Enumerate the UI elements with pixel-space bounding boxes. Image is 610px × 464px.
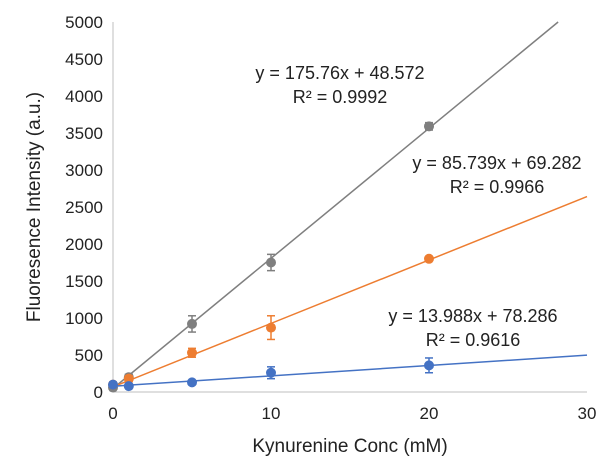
y-tick-label: 2500 <box>65 198 103 217</box>
y-tick-label: 1000 <box>65 309 103 328</box>
r2-orange: R² = 0.9966 <box>450 177 545 197</box>
trendline <box>112 354 588 387</box>
trend-equation-blue: y = 13.988x + 78.286 R² = 0.9616 <box>388 306 557 350</box>
y-tick-label: 4000 <box>65 87 103 106</box>
x-tick-labels: 0 10 20 30 <box>108 404 596 423</box>
data-point <box>266 367 276 378</box>
y-tick-label: 0 <box>94 383 103 402</box>
data-point <box>424 121 434 132</box>
data-point <box>108 379 118 390</box>
data-point <box>266 322 276 333</box>
equation-orange: y = 85.739x + 69.282 <box>412 153 581 173</box>
data-point <box>424 360 434 371</box>
x-tick-label: 0 <box>108 404 117 423</box>
plot-area: 0 500 1000 1500 2000 2500 3000 3500 4000 4500 5000… <box>65 13 596 423</box>
trend-equation-gray: y = 175.76x + 48.572 R² = 0.9992 <box>255 63 424 107</box>
series-layer <box>108 21 588 393</box>
equation-blue: y = 13.988x + 78.286 <box>388 306 557 326</box>
trendline <box>112 195 588 388</box>
x-tick-label: 30 <box>578 404 597 423</box>
y-tick-label: 3500 <box>65 124 103 143</box>
x-axis-title: Kynurenine Conc (mM) <box>252 436 447 457</box>
data-point <box>187 347 197 358</box>
equation-gray: y = 175.76x + 48.572 <box>255 63 424 83</box>
data-point <box>123 381 134 392</box>
trend-equation-orange: y = 85.739x + 69.282 R² = 0.9966 <box>412 153 581 197</box>
data-point <box>424 253 434 264</box>
trendline <box>112 21 559 389</box>
data-point <box>187 377 197 388</box>
y-tick-label: 3000 <box>65 161 103 180</box>
y-tick-label: 5000 <box>65 13 103 32</box>
data-point <box>266 257 276 268</box>
y-tick-label: 1500 <box>65 272 103 291</box>
series-1 <box>108 195 588 390</box>
y-tick-labels: 0 500 1000 1500 2000 2500 3000 3500 4000 4500 5000 <box>65 13 103 402</box>
data-point <box>187 318 197 329</box>
y-axis-title: Fluoresence Intensity (a.u.) <box>24 92 45 322</box>
data-point <box>123 373 134 384</box>
x-tick-label: 20 <box>420 404 439 423</box>
series-2 <box>108 354 588 392</box>
r2-blue: R² = 0.9616 <box>426 330 521 350</box>
r2-gray: R² = 0.9992 <box>293 87 388 107</box>
x-tick-label: 10 <box>262 404 281 423</box>
y-tick-label: 4500 <box>65 50 103 69</box>
y-tick-label: 500 <box>75 346 103 365</box>
y-tick-label: 2000 <box>65 235 103 254</box>
